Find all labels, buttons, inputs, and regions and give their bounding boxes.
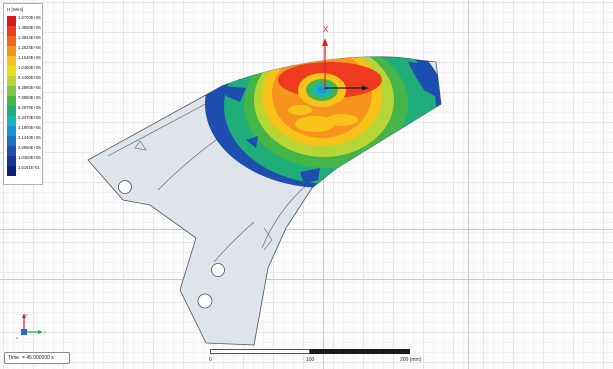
legend-swatch — [7, 106, 16, 116]
triad-z-label: z — [16, 335, 18, 340]
scale-label-start: 0 — [209, 357, 212, 363]
scale-label-mid: 100 — [306, 357, 315, 363]
legend-swatch — [7, 146, 16, 156]
orientation-triad[interactable]: x y z — [14, 310, 54, 340]
part-hole[interactable] — [211, 263, 225, 277]
legend-swatch — [7, 66, 16, 76]
legend-value-label: 1.4850E+06 — [18, 25, 41, 30]
part-hole[interactable] — [197, 293, 213, 309]
legend-swatch — [7, 86, 16, 96]
legend-value-label: 1.2534E+06 — [18, 45, 41, 50]
scale-bar-black-segment — [310, 349, 410, 354]
triad-y-arrowhead — [38, 330, 43, 334]
legend-value-label: 1.0450E+06 — [18, 65, 41, 70]
legend-swatch — [7, 116, 16, 126]
triad-x-label: x — [26, 312, 28, 317]
legend-value-label: 1.1540E+06 — [18, 55, 41, 60]
legend-value-label: 3.1440E+05 — [18, 135, 41, 140]
part-edge-line — [134, 140, 147, 151]
grid-line-vertical — [323, 0, 324, 369]
local-axis-arrowhead — [362, 85, 369, 91]
legend-value-label: 2.0950E+05 — [18, 145, 41, 150]
triad-x-arrowhead — [22, 313, 26, 318]
legend-swatch — [7, 46, 16, 56]
legend-value-label: 1.3644E+06 — [18, 35, 41, 40]
x-axis-label: X — [323, 25, 329, 34]
legend-swatch — [7, 76, 16, 86]
legend-value-label: 5.3470E+05 — [18, 115, 41, 120]
grid-line-horizontal — [0, 229, 613, 230]
legend-swatch — [7, 16, 16, 26]
legend-swatch — [7, 56, 16, 66]
legend-swatch — [7, 126, 16, 136]
legend-swatch — [7, 156, 16, 166]
time-display: Time = 45.000000 s — [4, 352, 70, 364]
scale-bar: 0 100 200 (mm) — [209, 349, 421, 367]
legend-swatch — [7, 136, 16, 146]
legend-value-label: 6.2970E+05 — [18, 105, 41, 110]
legend-value-label: 1.0161E-01 — [18, 165, 40, 170]
legend-value-label: 9.4490E+05 — [18, 75, 41, 80]
contour-legend: H [W/m] 1.6700E+06 1.4850E+06 1.3644E+06 1.… — [3, 3, 43, 185]
scale-label-end: 200 (mm) — [400, 357, 422, 363]
grid-line-horizontal — [0, 279, 613, 280]
legend-labels: 1.6700E+06 1.4850E+06 1.3644E+06 1.2534E+06… — [18, 15, 41, 176]
time-label: Time — [8, 355, 19, 361]
legend-value-label: 8.2860E+05 — [18, 85, 41, 90]
legend-value-label: 4.1900E+05 — [18, 125, 41, 130]
scale-bar-white-segment — [210, 349, 310, 354]
part-edge-line — [263, 227, 273, 251]
legend-swatch — [7, 26, 16, 36]
triad-z-axis — [21, 329, 27, 335]
legend-color-bar — [7, 16, 16, 176]
x-axis-arrowhead — [322, 38, 328, 46]
legend-value-label: 7.8860E+05 — [18, 95, 41, 100]
legend-value-label: 1.0450E+05 — [18, 155, 41, 160]
grid-line-vertical — [468, 0, 469, 369]
legend-title: H [W/m] — [7, 7, 24, 12]
time-value: = 45.000000 s — [21, 355, 54, 361]
part-edge-line — [213, 221, 255, 263]
triad-y-label: y — [44, 329, 46, 334]
legend-swatch — [7, 36, 16, 46]
part-hole[interactable] — [118, 180, 132, 194]
legend-value-label: 1.6700E+06 — [18, 15, 41, 20]
legend-swatch — [7, 96, 16, 106]
legend-swatch — [7, 166, 16, 176]
